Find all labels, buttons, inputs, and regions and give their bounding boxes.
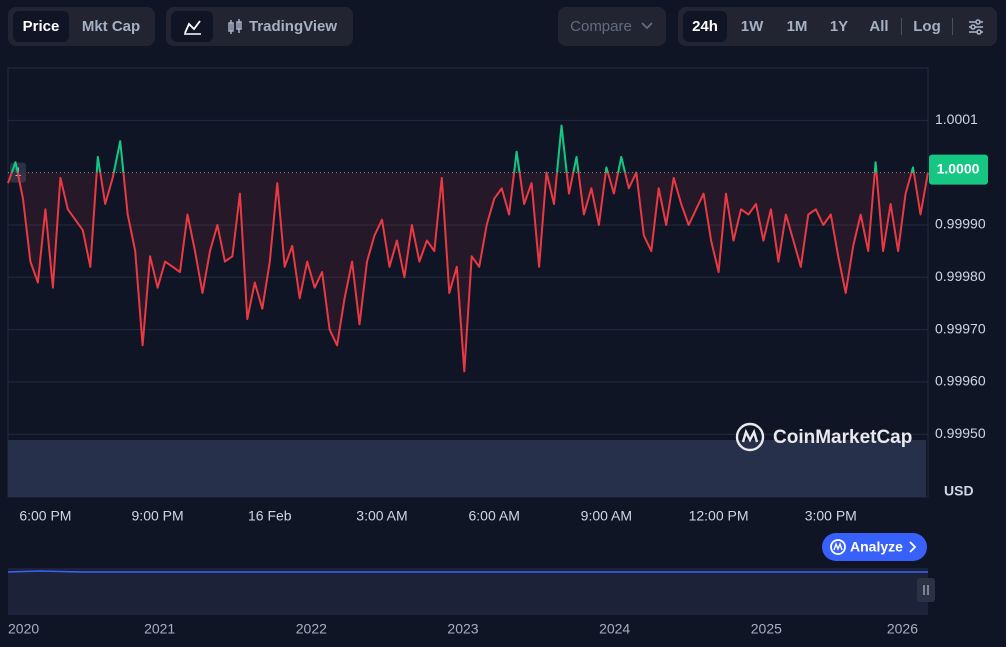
button-icon — [830, 539, 846, 555]
candle-icon — [228, 19, 242, 34]
range-all[interactable]: All — [869, 18, 889, 35]
x-tick-label: 6:00 PM — [19, 508, 71, 524]
watermark-logo — [735, 422, 765, 452]
range-1m[interactable]: 1M — [786, 18, 808, 35]
navigator-year: 2021 — [144, 621, 175, 637]
navigator-year: 2024 — [599, 621, 630, 637]
y-tick-label: 0.99950 — [935, 425, 986, 441]
navigator-year: 2022 — [296, 621, 327, 637]
navigator-year: 2026 — [887, 621, 918, 637]
volume-area — [8, 440, 926, 497]
logo-m — [741, 428, 759, 443]
button-bg — [822, 533, 927, 561]
current-price-box — [929, 154, 988, 185]
x-tick-label: 9:00 AM — [581, 508, 632, 524]
range-1w[interactable]: 1W — [740, 18, 764, 35]
navigator-line — [7, 570, 928, 573]
separator — [901, 18, 902, 35]
x-tick-label: 3:00 PM — [805, 508, 857, 524]
line-icon — [184, 20, 201, 35]
mkt-cap-tab[interactable]: Mkt Cap — [81, 18, 141, 35]
x-tick-label: 6:00 AM — [468, 508, 519, 524]
y-tick-label: 0.99960 — [935, 373, 986, 389]
chart-mode-switch: TradingView — [166, 7, 353, 46]
range-1y[interactable]: 1Y — [829, 18, 849, 35]
baseline-marker: 1 — [15, 165, 22, 179]
price-area — [8, 125, 928, 372]
navigator-area — [8, 568, 928, 615]
logo-circle — [735, 422, 765, 452]
price-line — [7, 124, 929, 373]
y-tick-label: 0.99980 — [935, 268, 986, 284]
y-tick-label: 0.99970 — [935, 320, 986, 336]
button-chevron — [909, 541, 917, 553]
tradingview-mode[interactable]: TradingView — [248, 18, 338, 35]
analyze-button[interactable]: Analyze — [822, 533, 927, 561]
x-tick-label: 3:00 AM — [356, 508, 407, 524]
plot-frame — [7, 67, 929, 498]
settings-icon[interactable] — [966, 17, 986, 37]
y-tick-label: 0.99990 — [935, 216, 986, 232]
chevron-down — [641, 22, 653, 30]
x-tick-label: 16 Feb — [248, 508, 292, 524]
baseline-marker-box — [10, 162, 26, 183]
y-tick-label: 1.0001 — [935, 111, 978, 127]
range-switch: 24h 1W 1M 1Y All Log — [678, 7, 997, 46]
range-24h[interactable]: 24h — [683, 11, 727, 42]
metric-switch: Price Mkt Cap — [8, 7, 155, 46]
compare-dropdown[interactable]: Compare — [558, 7, 666, 46]
watermark: CoinMarketCap — [773, 427, 912, 448]
y-unit: USD — [944, 483, 974, 499]
log-toggle[interactable]: Log — [913, 18, 941, 35]
x-tick-label: 12:00 PM — [689, 508, 749, 524]
navigator-year: 2025 — [751, 621, 782, 637]
button-icon-m — [833, 541, 843, 551]
navigator-year: 2020 — [8, 621, 39, 637]
compare-label: Compare — [570, 18, 632, 35]
line-mode[interactable] — [171, 11, 213, 42]
price-tab[interactable]: Price — [13, 11, 69, 42]
separator — [952, 18, 953, 35]
current-price-label: 1.0000 — [937, 160, 980, 176]
navigator-handle — [917, 578, 935, 602]
x-tick-label: 9:00 PM — [132, 508, 184, 524]
navigator-year: 2023 — [447, 621, 478, 637]
button-label: Analyze — [850, 539, 903, 555]
